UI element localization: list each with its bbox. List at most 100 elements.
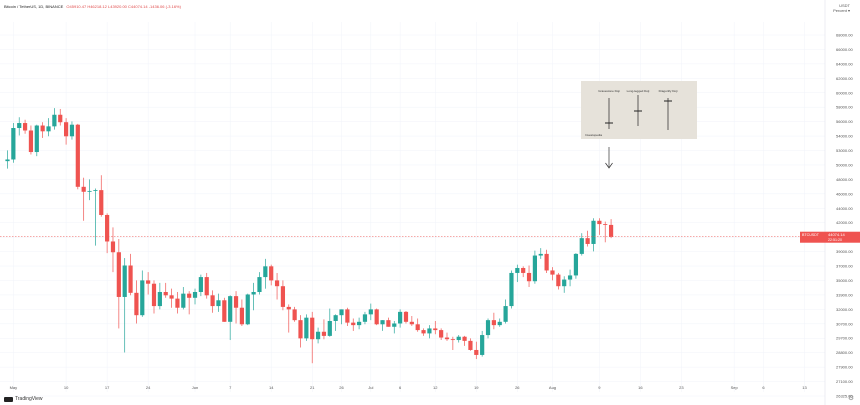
price-tick-label: 46000.00	[836, 191, 853, 196]
time-tick-label: 10	[64, 385, 69, 390]
candle-body	[245, 294, 250, 325]
candle-body	[40, 125, 45, 132]
candle-body	[99, 190, 104, 215]
time-tick-label: May	[10, 385, 18, 390]
candle-body	[239, 307, 244, 325]
candle-body	[105, 214, 110, 242]
time-tick-label: 6	[399, 385, 402, 390]
price-tick-label: 33900.00	[836, 292, 853, 297]
tradingview-watermark[interactable]: TradingView	[4, 396, 43, 402]
candle-body	[567, 275, 573, 280]
price-tick-label: 32000.00	[836, 307, 853, 312]
candle-body	[181, 293, 186, 308]
candle-body	[556, 274, 561, 287]
chart-grid	[0, 22, 825, 397]
price-tick-label: 27100.00	[836, 379, 853, 384]
last-price-tag	[826, 231, 860, 243]
candle-body	[34, 125, 39, 153]
doji-inset-brand: Investopedia	[585, 133, 602, 137]
price-tick-label: 50000.00	[836, 162, 853, 167]
price-tick-label: 29700.00	[836, 336, 853, 341]
time-tick-label: 19	[474, 385, 479, 390]
candle-body	[163, 291, 168, 296]
price-axis: 68000.00 66000.00 64000.00 62000.00 60000.00…	[824, 0, 853, 405]
candle-body	[64, 122, 69, 137]
last-price-symbol-tag	[800, 231, 826, 243]
candle-body	[368, 309, 373, 315]
candle-body	[11, 128, 16, 160]
time-tick-label: 24	[146, 385, 151, 390]
price-tick-label: 53000.00	[836, 148, 853, 153]
candle-body	[286, 306, 291, 310]
candle-body	[58, 114, 63, 123]
scale-mode[interactable]: Percent ▾	[833, 8, 850, 13]
candle-body	[274, 280, 280, 287]
time-tick-label: Jun	[192, 385, 198, 390]
candle-body	[204, 277, 209, 296]
candle-body	[134, 292, 139, 316]
candle-body	[222, 300, 227, 322]
candle-body	[468, 340, 473, 350]
price-tick-label: 27900.00	[836, 365, 853, 370]
price-tick-label: 64000.00	[836, 61, 853, 66]
price-tick-label: 60000.00	[836, 90, 853, 95]
candle-body	[403, 311, 409, 322]
doji-inset-title: Dragonfly Doji	[659, 89, 678, 93]
candle-body	[532, 255, 537, 282]
candle-body	[269, 266, 274, 281]
candle-body	[351, 322, 356, 326]
time-tick-label: 6	[762, 385, 765, 390]
candle-body	[462, 336, 467, 341]
candle-body	[5, 159, 10, 162]
candle-body	[292, 309, 297, 321]
candle-body	[17, 123, 22, 129]
candle-body	[257, 277, 262, 292]
candle-body	[597, 220, 602, 225]
price-tick-label: 26325.00	[836, 394, 853, 399]
time-tick-label: 12	[433, 385, 438, 390]
currency-selector[interactable]: USDT Percent ▾	[833, 3, 850, 13]
candle-body	[228, 296, 233, 322]
time-tick-label: 23	[679, 385, 684, 390]
price-tick-label: 30700.00	[836, 321, 853, 326]
candle-body	[315, 331, 321, 340]
candle-body	[585, 238, 590, 244]
candle-body	[175, 298, 180, 308]
candle-body	[409, 321, 414, 325]
candle-body	[509, 272, 514, 307]
candle-series	[5, 108, 614, 364]
candle-body	[280, 286, 286, 307]
ohlc-values: O45910.47 H46218.12 L43920.00 C44074.14 …	[66, 4, 181, 9]
candle-body	[450, 339, 455, 341]
candle-body	[480, 335, 485, 355]
candle-body	[515, 267, 520, 273]
price-tick-label: 54000.00	[836, 134, 853, 139]
candle-body	[169, 295, 174, 299]
candle-body	[192, 291, 198, 298]
candle-body	[603, 224, 608, 225]
candle-body	[550, 270, 555, 275]
time-tick-label: 9	[598, 385, 601, 390]
candle-body	[75, 124, 80, 187]
time-tick-label: 17	[105, 385, 110, 390]
candle-body	[333, 315, 338, 321]
candle-body	[456, 336, 461, 341]
price-tick-label: 35000.00	[836, 278, 853, 283]
gear-icon[interactable]: ⚙	[847, 395, 855, 402]
candle-body	[110, 241, 116, 253]
candle-body	[157, 291, 162, 307]
symbol-title[interactable]: Bitcoin / TetherUS, 1D, BINANCE	[4, 4, 64, 9]
candle-body	[52, 114, 57, 127]
price-tick-label: 62000.00	[836, 76, 853, 81]
candle-body	[210, 295, 215, 307]
candle-body	[345, 309, 350, 323]
candle-body	[497, 321, 502, 326]
candle-body	[392, 323, 397, 327]
candle-body	[485, 320, 491, 336]
candle-body	[81, 186, 86, 192]
candle-body	[474, 349, 479, 355]
price-tick-label: 37000.00	[836, 264, 853, 269]
candle-body	[544, 253, 549, 271]
candle-body	[362, 314, 368, 322]
